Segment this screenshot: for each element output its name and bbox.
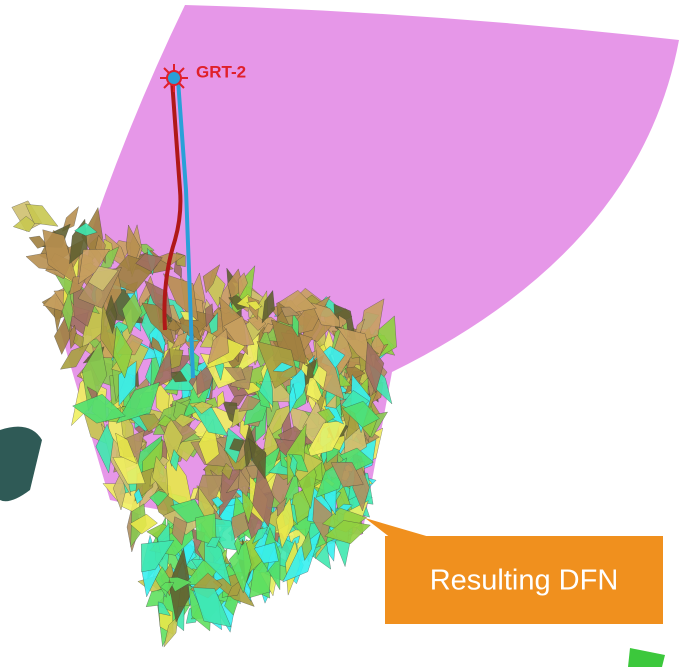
fracture [113,325,133,379]
callout-text: Resulting DFN [430,565,619,597]
fracture [166,318,181,332]
fracture [224,367,246,381]
fracture [72,394,126,424]
fracture [211,496,224,508]
fracture [25,204,59,227]
fracture [95,423,114,474]
fracture [82,340,107,412]
fracture [170,449,180,472]
fracture [141,302,176,346]
fracture [246,300,262,311]
well-symbol [160,64,188,92]
fracture [324,520,371,544]
fracture [289,383,297,414]
fracture [192,406,229,437]
fracture [151,336,164,355]
fracture [280,306,300,317]
fracture [135,253,163,272]
fracture [202,264,221,294]
fracture [157,601,171,616]
fracture [174,414,196,428]
fracture [60,343,90,370]
fracture [330,462,364,488]
fracture [133,488,143,505]
fracture [122,293,143,335]
fracture [247,315,267,331]
fracture [42,229,79,286]
fracture [150,347,173,391]
fracture-network [11,200,397,648]
fracture [205,303,214,328]
fracture [301,530,312,561]
well-path-blue [176,79,195,379]
fracture [252,527,269,544]
fracture [207,328,229,365]
fracture [171,331,189,350]
fracture [115,381,160,424]
object-left [0,426,42,502]
fracture [228,540,252,594]
fracture [339,447,374,472]
fracture [272,362,294,372]
fracture [261,290,275,324]
fracture [276,497,288,517]
fracture [342,401,380,428]
fracture [248,437,266,480]
fracture [301,362,309,377]
fracture [317,408,336,423]
fracture [105,294,118,335]
fracture [206,536,221,548]
fracture [170,499,206,524]
fracture [365,341,385,394]
fracture [208,312,218,335]
fracture [195,513,217,547]
fracture [237,272,248,299]
object-bottom-right [628,648,665,667]
fracture [238,395,261,412]
fracture [193,401,214,415]
fracture [149,490,170,507]
well-path-red [162,79,183,331]
fracture [221,462,233,480]
fracture [62,206,79,232]
fracture [28,235,48,249]
fracture [345,366,366,381]
fracture [152,455,169,497]
fracture [262,323,274,334]
fracture [115,432,138,464]
fracture [289,454,298,478]
fracture [234,535,242,556]
fracture [205,397,219,408]
fracture [238,468,250,497]
fracture [157,414,172,427]
fracture [160,582,175,593]
fracture [163,417,184,467]
fracture [311,302,346,328]
fracture [193,587,232,628]
fracture [73,332,84,350]
well-label: GRT-2 [196,62,246,81]
fracture [129,514,158,535]
fracture [141,540,175,573]
fracture [229,438,245,452]
fracture [74,222,98,236]
callout-box [385,536,663,624]
fracture [275,497,295,549]
fracture [217,390,225,409]
fracture [172,516,188,546]
fracture [312,365,328,389]
fracture [256,341,298,389]
fracture [78,249,111,285]
fracture [61,290,74,333]
fracture [253,542,279,564]
